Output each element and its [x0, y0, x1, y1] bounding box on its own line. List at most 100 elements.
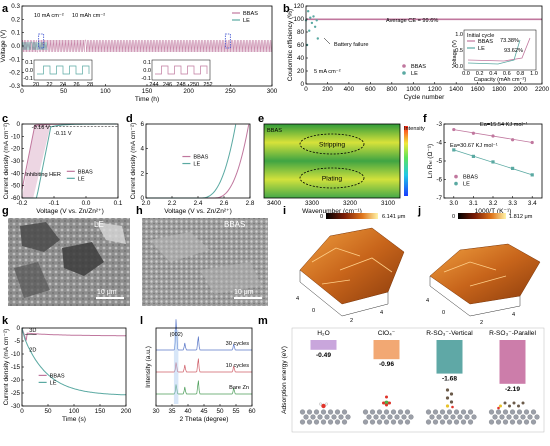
panel-a-ytick-label: -0.3 [9, 83, 20, 90]
panel-c-xtick-label: 0.0 [82, 200, 91, 207]
series-le-line [22, 328, 126, 395]
panel-k-ytick-label: -30 [11, 403, 21, 410]
panel-b-xtick-label: 2200 [535, 86, 550, 93]
series-bbas-point [511, 138, 514, 141]
panel-k-ylabel: Current density (mA cm⁻²) [3, 329, 10, 406]
panel-k-ytick-label: -5 [14, 338, 20, 345]
panel-d: 2.0 2.2 2.4 2.6 2.80246Voltage (V vs. Zn/Zn²… [130, 121, 255, 215]
series-le-point [311, 22, 313, 24]
panel-f-legend-label: BBAS [463, 175, 478, 181]
adsorbate-o-atom [382, 402, 385, 405]
panel-b-ytick-label: 0 [300, 81, 304, 88]
adsorbate-o-atom [451, 406, 454, 409]
zn-slab-atom [342, 410, 347, 415]
series-le-point [531, 173, 534, 176]
heatmap-image [264, 124, 400, 198]
panel-b-legend-label: LE [411, 71, 418, 77]
panel-h-label: BBAS [224, 220, 245, 229]
panel-a-xtick-label: 200 [183, 88, 194, 95]
adsorbate-chain-atom [446, 404, 449, 407]
panel-a-xtick-label: 50 [60, 88, 68, 95]
panel-b-xtick-label: 0 [304, 86, 308, 93]
afm-i-ytick-4: 4 [296, 296, 299, 302]
series-bbas-point [472, 132, 475, 135]
zn-slab-atom [444, 415, 449, 420]
zn-slab-atom [496, 420, 501, 425]
panel-k-xtick-label: 200 [121, 408, 132, 415]
panel-b-xtick-label: 2000 [514, 86, 529, 93]
zn-slab-atom [517, 410, 522, 415]
panel-a-ytick-label: 0.0 [11, 43, 20, 50]
series-le-point [307, 10, 309, 12]
adsorbate-chain-atom [508, 405, 511, 408]
panel-b-ytick-label: 100 [293, 16, 304, 23]
panel-a-xtick-label: 150 [142, 88, 153, 95]
panel-k-legend-label: BBAS [50, 373, 65, 379]
panel-h-scale: 10 μm [234, 289, 254, 296]
panel-c-xtick-label: -0.1 [49, 200, 60, 207]
panel-d-xlabel: Voltage (V vs. Zn/Zn²⁺) [164, 208, 232, 215]
series-bbas-line [22, 328, 126, 341]
category-label: R-SO₃⁻-Parallel [489, 330, 536, 337]
inset-1-ytick: 0.1 [143, 60, 151, 66]
panel-k-ytick-label: -20 [11, 377, 21, 384]
series-bbas-point [531, 141, 534, 144]
series-label: Bare Zn [229, 385, 249, 391]
zn-slab-atom [314, 420, 319, 425]
zn-slab-atom [405, 420, 410, 425]
series-le-point [317, 37, 319, 39]
zn-slab-atom [461, 420, 466, 425]
panel-b-legend-swatch [402, 71, 406, 75]
annotation-capacity: 10 mAh cm⁻² [72, 13, 105, 19]
annotation-current: 10 mA cm⁻² [34, 13, 64, 19]
panel-f-xtick-label: 3.1 [469, 200, 478, 207]
annotation-ea-bbas: Ea=15.54 KJ mol⁻¹ [480, 122, 528, 128]
inset-ytick: 1.0 [455, 32, 463, 38]
panel-l-xlabel: 2 Theta (degree) [180, 416, 229, 423]
zn-slab-atom [314, 410, 319, 415]
panel-label-g: g [2, 205, 9, 217]
panel-a-ylabel: Voltage (V) [0, 30, 7, 63]
panel-f-ytick-label: -4 [436, 140, 442, 147]
category-label: H₂O [317, 330, 329, 337]
panel-e-xtick-label: 3100 [381, 200, 396, 207]
zn-slab-atom [524, 420, 529, 425]
zn-slab-atom [426, 420, 431, 425]
annotation-bbas-onset: -0.16 V [32, 125, 50, 131]
panel-d-ytick-label: 0 [140, 195, 144, 202]
inset-ylabel: Voltage (V) [452, 40, 458, 68]
colorbar-j-max: 1.812 μm [509, 214, 533, 220]
panel-d-ytick-label: 4 [140, 146, 144, 153]
panel-f-xtick-label: 3.2 [489, 200, 498, 207]
highlight-002 [174, 330, 178, 404]
panel-e: BBASStrippingPlating3400 3300 3200 3100Wave… [264, 124, 425, 215]
panel-a-ytick-label: 0.2 [11, 16, 20, 23]
panel-c-ytick-label: -60 [11, 195, 21, 202]
zn-slab-atom [433, 420, 438, 425]
region-stripping-label: Stripping [319, 142, 345, 149]
zn-slab-atom [388, 415, 393, 420]
panel-a-legend-label: BBAS [243, 11, 258, 17]
series-le-line [146, 125, 236, 198]
zn-slab-atom [500, 415, 505, 420]
afm-j-xtick-2: 2 [480, 320, 483, 326]
adsorbate-h-atom [319, 403, 322, 406]
adsorbate-o-atom [385, 404, 388, 407]
zn-slab-atom [300, 420, 305, 425]
panel-d-xtick-label: 2.8 [246, 200, 255, 207]
zn-slab-atom [437, 415, 442, 420]
inset-1-xtick: 252 [203, 82, 212, 88]
panel-d-ytick-label: 6 [140, 121, 144, 128]
zn-slab-atom [321, 420, 326, 425]
zn-slab-atom [409, 415, 414, 420]
panel-b-xtick-label: 1200 [428, 86, 443, 93]
panel-k-ytick-label: 0 [16, 325, 20, 332]
zn-slab-atom [531, 420, 536, 425]
panel-c-ytick-label: -40 [11, 170, 21, 177]
series-le-point [511, 167, 514, 170]
panel-d-xtick-label: 2.2 [168, 200, 177, 207]
zn-slab-atom [332, 415, 337, 420]
annotation-current: 5 mA cm⁻² [314, 69, 341, 75]
panel-c-ytick-label: -10 [11, 133, 21, 140]
